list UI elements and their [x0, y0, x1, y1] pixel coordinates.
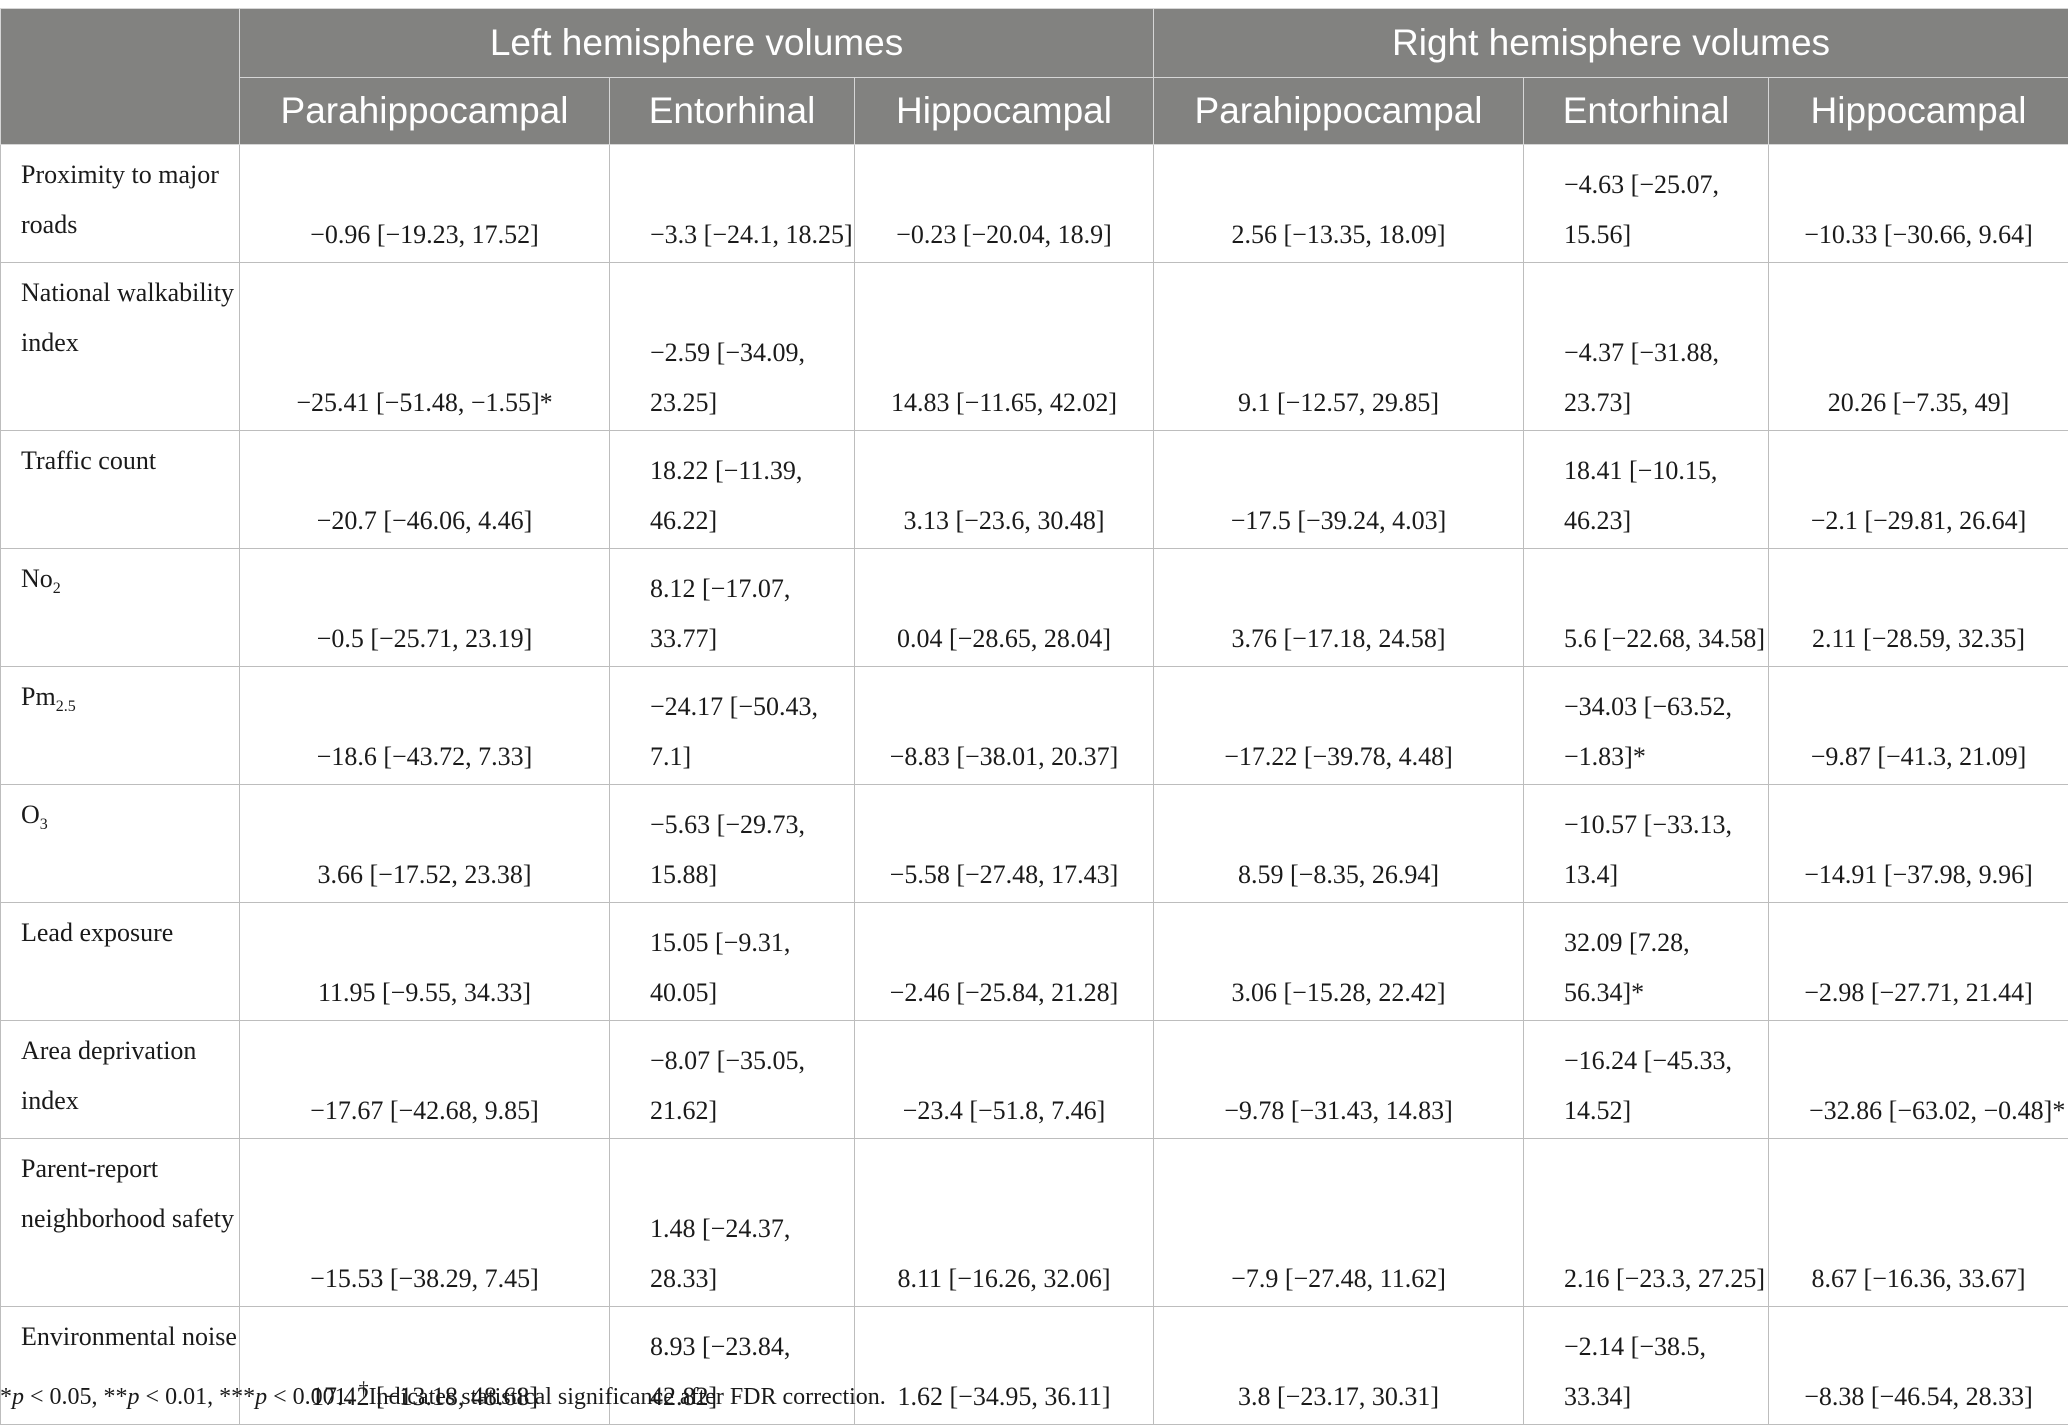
- table-cell: −18.6 [−43.72, 7.33]: [240, 667, 610, 785]
- table-cell: −15.53 [−38.29, 7.45]: [240, 1139, 610, 1307]
- table-cell: −2.98 [−27.71, 21.44]: [1769, 903, 2068, 1021]
- table-row: O3 3.66 [−17.52, 23.38] −5.63 [−29.73, 1…: [1, 785, 2068, 903]
- table-cell: −14.91 [−37.98, 9.96]: [1769, 785, 2068, 903]
- col-right-parahippocampal: Parahippocampal: [1154, 78, 1524, 145]
- row-label: Parent-report neighborhood safety: [1, 1139, 240, 1307]
- table-cell: 0.04 [−28.65, 28.04]: [855, 549, 1154, 667]
- col-left-entorhinal: Entorhinal: [610, 78, 855, 145]
- table-cell: −8.07 [−35.05, 21.62]: [610, 1021, 855, 1139]
- table-cell: −2.14 [−38.5, 33.34]: [1524, 1307, 1769, 1425]
- table-cell: −8.38 [−46.54, 28.33]: [1769, 1307, 2068, 1425]
- table-cell: 1.48 [−24.37, 28.33]: [610, 1139, 855, 1307]
- table-cell: −5.58 [−27.48, 17.43]: [855, 785, 1154, 903]
- table-cell: −2.1 [−29.81, 26.64]: [1769, 431, 2068, 549]
- table-cell: −10.57 [−33.13, 13.4]: [1524, 785, 1769, 903]
- table-cell: −17.5 [−39.24, 4.03]: [1154, 431, 1524, 549]
- table-cell: −8.83 [−38.01, 20.37]: [855, 667, 1154, 785]
- table-cell: 3.66 [−17.52, 23.38]: [240, 785, 610, 903]
- col-right-hippocampal: Hippocampal: [1769, 78, 2068, 145]
- table-cell: −2.46 [−25.84, 21.28]: [855, 903, 1154, 1021]
- table-cell: −0.96 [−19.23, 17.52]: [240, 145, 610, 263]
- row-label: Pm2.5: [1, 667, 240, 785]
- table-cell: 2.56 [−13.35, 18.09]: [1154, 145, 1524, 263]
- table-cell: 3.13 [−23.6, 30.48]: [855, 431, 1154, 549]
- left-hemisphere-header: Left hemisphere volumes: [240, 9, 1154, 78]
- table-cell: −24.17 [−50.43, 7.1]: [610, 667, 855, 785]
- table-row: Lead exposure 11.95 [−9.55, 34.33] 15.05…: [1, 903, 2068, 1021]
- table-cell: 8.59 [−8.35, 26.94]: [1154, 785, 1524, 903]
- table-cell: −3.3 [−24.1, 18.25]: [610, 145, 855, 263]
- table-cell: −32.86 [−63.02, −0.48]*: [1769, 1021, 2068, 1139]
- row-label: National walkability index: [1, 263, 240, 431]
- table-cell: 18.41 [−10.15, 46.23]: [1524, 431, 1769, 549]
- table-row: No2 −0.5 [−25.71, 23.19] 8.12 [−17.07, 3…: [1, 549, 2068, 667]
- table-cell: −4.37 [−31.88, 23.73]: [1524, 263, 1769, 431]
- table-cell: −25.41 [−51.48, −1.55]*: [240, 263, 610, 431]
- table-cell: 2.11 [−28.59, 32.35]: [1769, 549, 2068, 667]
- table-row: Pm2.5 −18.6 [−43.72, 7.33] −24.17 [−50.4…: [1, 667, 2068, 785]
- table-cell: 14.83 [−11.65, 42.02]: [855, 263, 1154, 431]
- table-cell: 20.26 [−7.35, 49]: [1769, 263, 2068, 431]
- table-cell: −2.59 [−34.09, 23.25]: [610, 263, 855, 431]
- table-cell: −5.63 [−29.73, 15.88]: [610, 785, 855, 903]
- table-cell: −17.67 [−42.68, 9.85]: [240, 1021, 610, 1139]
- table-cell: 8.12 [−17.07, 33.77]: [610, 549, 855, 667]
- table-cell: 5.6 [−22.68, 34.58]: [1524, 549, 1769, 667]
- results-table: Left hemisphere volumes Right hemisphere…: [0, 8, 2068, 1425]
- row-label: Lead exposure: [1, 903, 240, 1021]
- table-row: National walkability index −25.41 [−51.4…: [1, 263, 2068, 431]
- col-left-hippocampal: Hippocampal: [855, 78, 1154, 145]
- table-cell: −17.22 [−39.78, 4.48]: [1154, 667, 1524, 785]
- table-cell: −4.63 [−25.07, 15.56]: [1524, 145, 1769, 263]
- col-left-parahippocampal: Parahippocampal: [240, 78, 610, 145]
- table-cell: −9.87 [−41.3, 21.09]: [1769, 667, 2068, 785]
- table-cell: −10.33 [−30.66, 9.64]: [1769, 145, 2068, 263]
- row-label: No2: [1, 549, 240, 667]
- table-cell: −0.23 [−20.04, 18.9]: [855, 145, 1154, 263]
- table-cell: 18.22 [−11.39, 46.22]: [610, 431, 855, 549]
- table-cell: −23.4 [−51.8, 7.46]: [855, 1021, 1154, 1139]
- table-row: Traffic count −20.7 [−46.06, 4.46] 18.22…: [1, 431, 2068, 549]
- col-right-entorhinal: Entorhinal: [1524, 78, 1769, 145]
- table-cell: −7.9 [−27.48, 11.62]: [1154, 1139, 1524, 1307]
- table-row: Area deprivation index −17.67 [−42.68, 9…: [1, 1021, 2068, 1139]
- table-cell: 1.62 [−34.95, 36.11]: [855, 1307, 1154, 1425]
- row-label: O3: [1, 785, 240, 903]
- table-cell: 3.06 [−15.28, 22.42]: [1154, 903, 1524, 1021]
- table-cell: 9.1 [−12.57, 29.85]: [1154, 263, 1524, 431]
- table-cell: 11.95 [−9.55, 34.33]: [240, 903, 610, 1021]
- table-cell: 8.67 [−16.36, 33.67]: [1769, 1139, 2068, 1307]
- table-cell: −34.03 [−63.52, −1.83]*: [1524, 667, 1769, 785]
- table-cell: −20.7 [−46.06, 4.46]: [240, 431, 610, 549]
- table-cell: 32.09 [7.28, 56.34]*: [1524, 903, 1769, 1021]
- table-cell: 3.8 [−23.17, 30.31]: [1154, 1307, 1524, 1425]
- row-label: Proximity to major roads: [1, 145, 240, 263]
- table-cell: −0.5 [−25.71, 23.19]: [240, 549, 610, 667]
- table-cell: 2.16 [−23.3, 27.25]: [1524, 1139, 1769, 1307]
- table-cell: 8.11 [−16.26, 32.06]: [855, 1139, 1154, 1307]
- table-cell: 15.05 [−9.31, 40.05]: [610, 903, 855, 1021]
- table-footnote: *p < 0.05, **p < 0.01, ***p < 0.001. †In…: [0, 1378, 886, 1411]
- table-row: Proximity to major roads −0.96 [−19.23, …: [1, 145, 2068, 263]
- table-row: Parent-report neighborhood safety −15.53…: [1, 1139, 2068, 1307]
- table-cell: −9.78 [−31.43, 14.83]: [1154, 1021, 1524, 1139]
- table-cell: −16.24 [−45.33, 14.52]: [1524, 1021, 1769, 1139]
- table-cell: 3.76 [−17.18, 24.58]: [1154, 549, 1524, 667]
- corner-header: [1, 9, 240, 145]
- row-label: Area deprivation index: [1, 1021, 240, 1139]
- right-hemisphere-header: Right hemisphere volumes: [1154, 9, 2068, 78]
- row-label: Traffic count: [1, 431, 240, 549]
